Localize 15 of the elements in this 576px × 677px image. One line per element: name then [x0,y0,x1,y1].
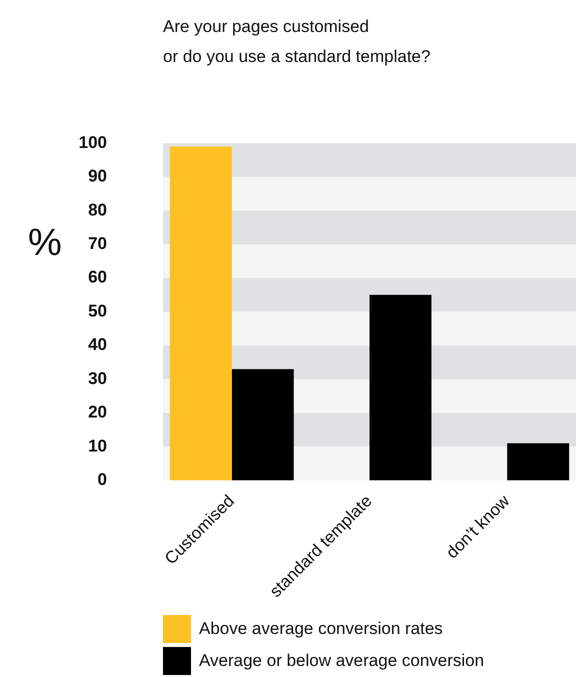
y-tick-label: 100 [78,132,107,152]
y-tick-label: 40 [88,335,107,354]
y-tick-label: 70 [88,234,107,254]
y-tick-label: 20 [88,402,107,422]
y-axis-title: % [28,222,62,265]
y-tick-label: 90 [88,166,107,186]
legend-label: Above average conversion rates [199,619,443,639]
y-tick-label: 60 [88,268,107,287]
legend-label: Average or below average conversion [199,651,484,671]
y-tick-label: 0 [98,470,107,490]
chart-title: Are your pages customised or do you use a standard template? [163,16,430,68]
y-tick-label: 30 [88,368,107,388]
y-tick-label: 10 [88,436,107,456]
y-tick-label: 80 [88,200,107,220]
y-tick-label: 50 [88,301,107,320]
